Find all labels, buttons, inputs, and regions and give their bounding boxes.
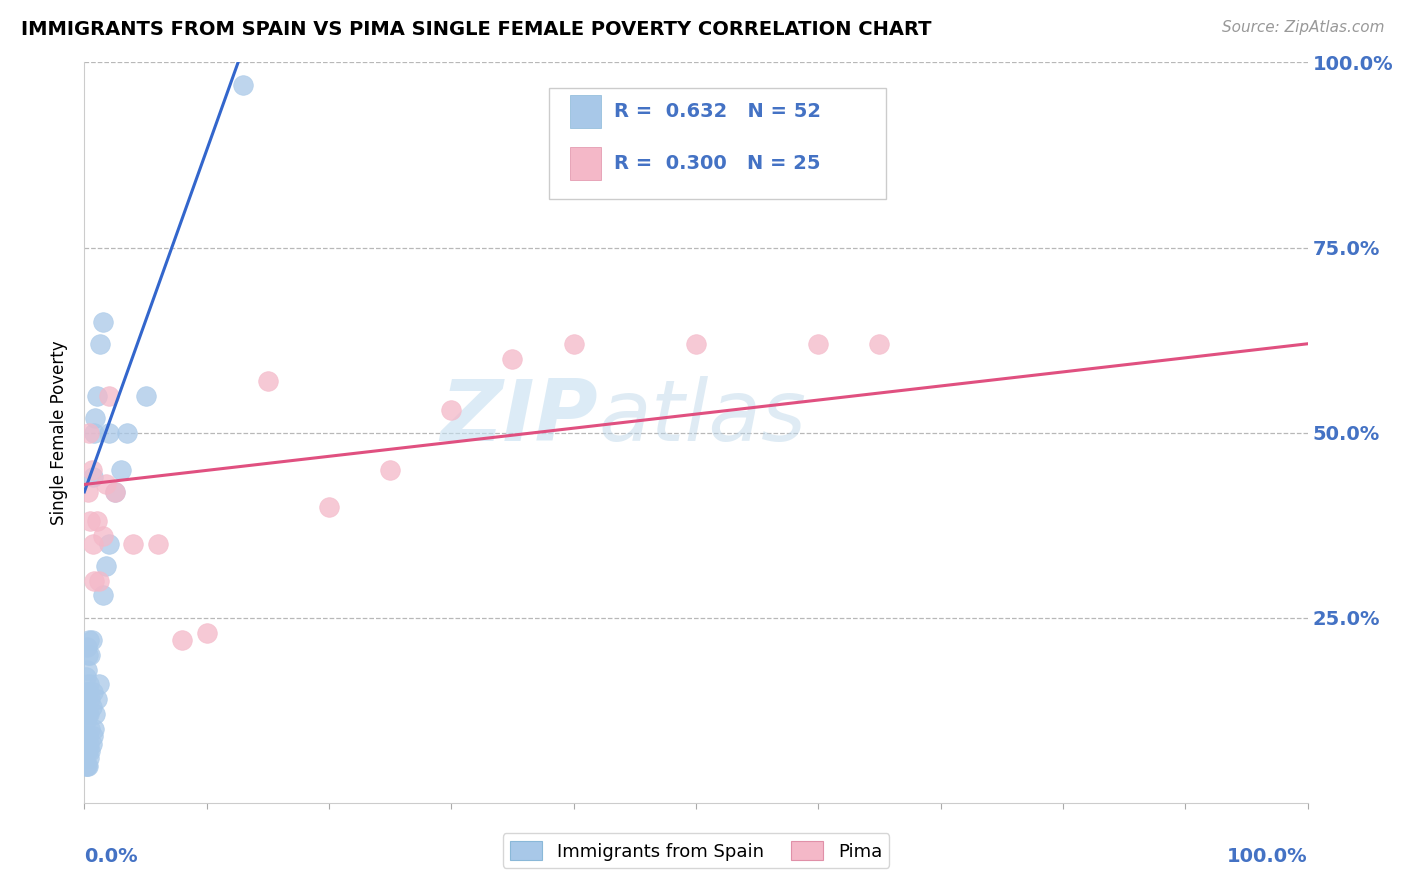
Point [96,477,118,491]
Point [77,706,100,721]
Point [91,314,114,328]
Bar [569,95,600,128]
Point [146,536,169,550]
Point [76,744,98,758]
Point [80,632,103,647]
Text: R =  0.632   N = 52: R = 0.632 N = 52 [614,103,821,121]
Point [76,758,98,772]
Point [79,648,101,662]
Point [86,515,108,529]
Point [87,574,110,588]
Point [91,589,114,603]
Point [110,462,132,476]
Point [76,706,98,721]
Point [869,336,891,351]
Point [77,744,100,758]
Point [75,692,97,706]
Point [77,706,100,721]
Point [80,462,103,476]
Point [80,699,103,714]
Point [86,388,108,402]
Point [440,403,463,417]
Point [685,336,707,351]
Point [91,529,114,543]
Point [86,692,108,706]
Point [83,425,105,440]
Point [89,336,111,351]
Y-axis label: Single Female Poverty: Single Female Poverty [51,341,69,524]
Point [77,758,100,772]
Point [562,336,585,351]
Point [82,470,104,484]
Point [77,425,100,440]
Point [77,632,100,647]
Point [77,677,100,691]
Point [502,351,524,366]
Point [380,462,402,476]
Point [82,685,104,699]
Point [77,737,100,751]
Point [75,714,97,729]
Legend: Immigrants from Spain, Pima: Immigrants from Spain, Pima [502,833,890,868]
Point [80,737,103,751]
Text: R =  0.300   N = 25: R = 0.300 N = 25 [614,154,821,173]
Point [232,78,254,92]
Text: IMMIGRANTS FROM SPAIN VS PIMA SINGLE FEMALE POVERTY CORRELATION CHART: IMMIGRANTS FROM SPAIN VS PIMA SINGLE FEM… [21,20,932,38]
Point [79,744,101,758]
Point [195,625,218,640]
Text: atlas: atlas [598,376,806,459]
Point [77,648,100,662]
Point [79,515,101,529]
Point [75,729,97,743]
Point [77,484,100,499]
Point [76,663,98,677]
Text: ZIP: ZIP [440,376,598,459]
Point [82,536,104,550]
Point [97,388,120,402]
Point [97,425,120,440]
FancyBboxPatch shape [550,88,886,200]
Point [76,729,98,743]
Point [257,374,280,388]
Point [76,685,98,699]
Point [83,722,105,736]
Text: 0.0%: 0.0% [84,847,138,866]
Point [807,336,830,351]
Point [75,744,97,758]
Point [87,677,110,691]
Point [122,536,145,550]
Point [77,685,100,699]
Text: 100.0%: 100.0% [1227,847,1308,866]
Point [84,410,107,425]
Text: Source: ZipAtlas.com: Source: ZipAtlas.com [1222,20,1385,35]
Point [77,729,100,743]
Point [77,751,100,765]
Point [79,692,101,706]
Point [76,640,98,655]
Point [83,574,105,588]
Point [135,388,157,402]
Point [96,558,118,573]
Point [318,500,340,514]
Point [82,729,104,743]
Point [104,484,127,499]
Point [75,670,97,684]
Point [75,758,97,772]
Point [172,632,194,647]
Point [104,484,127,499]
Point [97,536,120,550]
Point [115,425,138,440]
Point [84,706,107,721]
Bar [569,147,600,180]
Point [79,722,101,736]
